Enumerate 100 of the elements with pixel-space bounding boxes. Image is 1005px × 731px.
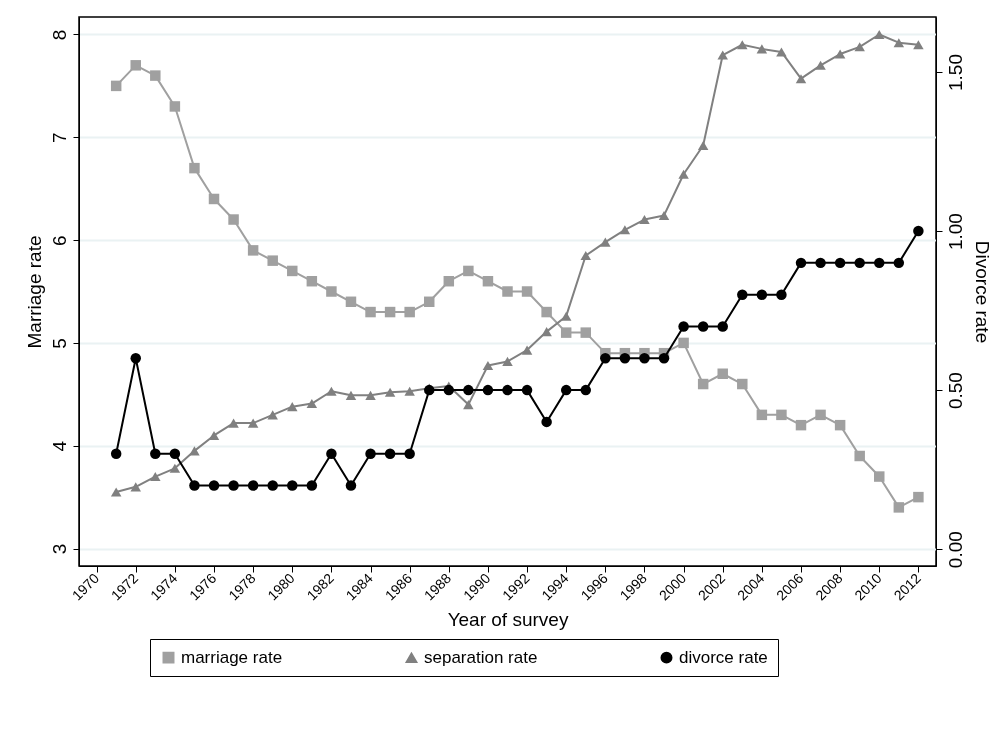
point xyxy=(130,482,141,492)
point xyxy=(365,390,376,400)
point xyxy=(150,472,161,482)
point xyxy=(150,70,161,81)
point xyxy=(443,384,455,396)
point xyxy=(463,265,474,277)
point xyxy=(384,306,396,318)
point xyxy=(326,286,337,297)
point xyxy=(541,416,552,428)
point xyxy=(893,257,905,269)
y2-tick-label: 0.00 xyxy=(944,531,966,569)
point xyxy=(619,225,631,235)
point xyxy=(228,480,239,491)
point xyxy=(619,353,631,364)
point xyxy=(815,257,826,269)
point xyxy=(345,296,357,308)
legend-label: separation rate xyxy=(424,647,538,667)
point xyxy=(247,480,259,491)
legend-label: divorce rate xyxy=(679,647,768,667)
point xyxy=(228,214,239,225)
point xyxy=(874,471,885,482)
point xyxy=(854,42,865,52)
point xyxy=(834,419,846,431)
point xyxy=(208,480,220,491)
point xyxy=(697,321,709,332)
y2-tick-label: 1.00 xyxy=(944,213,966,251)
point xyxy=(189,446,200,456)
point xyxy=(678,169,689,179)
point xyxy=(893,38,905,48)
point xyxy=(756,44,768,54)
point xyxy=(365,306,376,318)
point xyxy=(326,386,337,396)
point xyxy=(423,296,435,308)
point xyxy=(150,448,161,459)
y-tick-label: 5 xyxy=(48,338,70,349)
point xyxy=(482,275,494,287)
point xyxy=(306,275,318,287)
point xyxy=(639,353,650,364)
point xyxy=(776,47,787,57)
point xyxy=(717,321,728,332)
point xyxy=(404,386,415,396)
point xyxy=(502,384,513,396)
point xyxy=(913,491,924,503)
point xyxy=(287,480,298,491)
point xyxy=(267,410,278,420)
point xyxy=(776,289,787,300)
legend-label: marriage rate xyxy=(181,647,283,667)
point xyxy=(639,214,650,225)
point xyxy=(267,480,278,491)
point xyxy=(600,353,611,364)
point xyxy=(404,306,415,318)
point xyxy=(815,60,826,70)
point xyxy=(110,448,122,459)
point xyxy=(326,448,337,459)
y-tick-label: 3 xyxy=(48,543,70,555)
point xyxy=(678,337,689,349)
point xyxy=(658,210,670,220)
point xyxy=(717,50,728,60)
y-tick-label: 4 xyxy=(48,440,70,452)
point xyxy=(169,101,181,112)
point xyxy=(287,265,298,277)
y-axis-title: Marriage rate xyxy=(23,235,45,349)
y2-axis-title: Divorce rate xyxy=(971,240,993,344)
point xyxy=(913,40,924,50)
point xyxy=(189,162,200,174)
point xyxy=(658,353,670,364)
point xyxy=(756,289,768,300)
point xyxy=(600,237,611,247)
point xyxy=(854,450,865,462)
point xyxy=(482,384,494,396)
point xyxy=(228,418,239,428)
x-axis-title: Year of survey xyxy=(447,609,569,631)
point xyxy=(717,368,728,379)
point xyxy=(130,353,141,364)
point xyxy=(110,487,122,497)
point xyxy=(306,480,318,491)
point xyxy=(521,286,533,297)
point xyxy=(834,257,846,269)
point xyxy=(815,409,826,421)
point xyxy=(874,257,885,269)
y2-tick-label: 1.50 xyxy=(944,54,966,92)
point xyxy=(130,60,141,71)
point xyxy=(834,49,846,59)
point xyxy=(580,384,592,396)
point xyxy=(756,409,768,421)
point xyxy=(169,463,181,473)
point xyxy=(580,327,592,338)
point xyxy=(541,327,552,337)
point xyxy=(893,502,905,513)
point xyxy=(443,275,455,287)
point xyxy=(463,400,474,410)
point xyxy=(208,193,220,205)
point xyxy=(345,480,357,491)
y-tick-label: 6 xyxy=(48,235,70,246)
point xyxy=(384,387,396,397)
point xyxy=(345,390,357,400)
point xyxy=(482,360,494,371)
point xyxy=(580,250,592,261)
point xyxy=(795,257,807,269)
point xyxy=(502,356,513,366)
